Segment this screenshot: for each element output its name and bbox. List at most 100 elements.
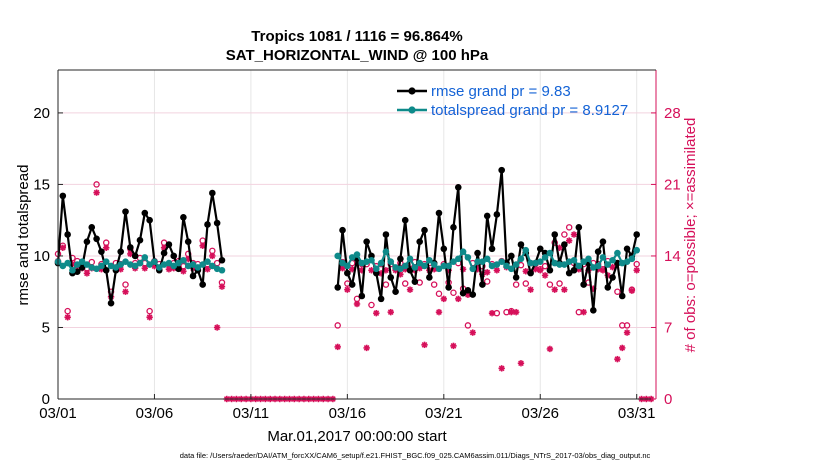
obs-assimilated-marker — [488, 309, 496, 317]
totalspread-point — [483, 255, 491, 263]
rmse-point — [469, 291, 477, 298]
rmse-point — [170, 252, 178, 260]
totalspread-point — [527, 259, 534, 267]
rmse-point — [189, 272, 197, 280]
obs-assimilated-stroke — [551, 286, 558, 293]
rmse-point — [565, 269, 573, 277]
rmse-point — [363, 238, 370, 245]
totalspread-point — [199, 261, 206, 268]
rmse-point — [64, 231, 71, 238]
rmse-point — [59, 192, 67, 200]
totalspread-point — [508, 265, 515, 273]
rmse-point — [377, 295, 385, 303]
rmse-point — [107, 299, 115, 307]
obs-assimilated-marker — [537, 267, 544, 274]
rmse-point — [204, 221, 211, 228]
obs-assimilated-marker — [527, 286, 534, 293]
rmse-point — [450, 224, 457, 231]
rmse-point — [102, 266, 110, 274]
totalspread-point — [344, 262, 351, 270]
rmse-point — [459, 289, 467, 297]
rmse-point — [435, 209, 443, 217]
totalspread-point — [522, 246, 530, 254]
rmse-point — [580, 281, 587, 288]
totalspread-point — [73, 261, 81, 268]
obs-possible-marker — [556, 280, 563, 287]
obs-assimilated-marker — [141, 265, 149, 272]
obs-assimilated-marker — [387, 308, 394, 316]
obs-assimilated-marker — [570, 231, 578, 238]
rmse-point — [406, 266, 414, 274]
obs-assimilated-stroke — [465, 291, 471, 298]
obs-assimilated-stroke — [547, 346, 553, 352]
obs-assimilated-stroke — [566, 237, 573, 244]
obs-assimilated-stroke — [609, 264, 616, 271]
obs-assimilated-marker — [455, 295, 462, 303]
rmse-point — [590, 307, 597, 314]
totalspread-point — [387, 258, 395, 265]
obs-assimilated-stroke — [493, 267, 500, 274]
obs-assimilated-stroke — [561, 286, 568, 293]
totalspread-point — [218, 266, 226, 274]
totalspread-point — [382, 248, 390, 255]
obs-assimilated-marker — [561, 286, 568, 293]
totalspread-point — [78, 258, 86, 265]
obs-assimilated-stroke — [508, 309, 515, 316]
rmse-point — [454, 183, 462, 191]
totalspread-point — [117, 261, 124, 268]
obs-assimilated-marker — [64, 314, 71, 321]
rmse-point — [599, 238, 607, 245]
totalspread-point — [98, 262, 105, 270]
rmse-point — [175, 265, 182, 273]
obs-assimilated-marker — [541, 272, 549, 279]
rmse-point — [213, 219, 221, 227]
obs-assimilated-marker — [165, 266, 173, 273]
y-axis-label: rmse and totalspread — [15, 165, 32, 306]
obs-assimilated-marker — [218, 283, 226, 290]
obs-assimilated-stroke — [489, 310, 495, 317]
totalspread-point — [180, 256, 187, 264]
totalspread-point — [585, 255, 592, 263]
rmse-point — [421, 226, 428, 234]
obs-assimilated-stroke — [180, 268, 187, 275]
obs-assimilated-stroke — [363, 345, 370, 351]
totalspread-point — [435, 265, 443, 273]
obs-assimilated-marker — [522, 268, 529, 275]
obs-assimilated-marker — [344, 286, 351, 293]
obs-possible-marker — [64, 307, 71, 315]
totalspread-point — [368, 256, 375, 264]
obs-assimilated-marker — [122, 288, 129, 295]
totalspread-point — [440, 262, 448, 270]
y-tick-label: 10 — [33, 248, 50, 265]
totalspread-point — [580, 258, 587, 265]
obs-assimilated-marker — [363, 344, 370, 352]
legend-rmse-label: rmse grand pr = 9.83 — [431, 83, 571, 100]
totalspread-point — [397, 265, 404, 273]
rmse-point — [426, 274, 433, 281]
obs-assimilated-marker — [609, 263, 616, 271]
totalspread-point — [348, 254, 356, 261]
obs-assimilated-stroke — [537, 267, 544, 274]
totalspread-point — [474, 258, 481, 265]
rmse-point — [209, 189, 216, 197]
obs-possible-marker — [633, 260, 640, 268]
rmse-point — [117, 248, 124, 255]
totalspread-point — [416, 259, 423, 267]
totalspread-point — [170, 262, 178, 270]
obs-assimilated-marker — [406, 286, 414, 293]
obs-assimilated-marker — [180, 268, 187, 275]
obs-assimilated-marker — [517, 360, 525, 367]
totalspread-point — [556, 261, 563, 268]
totalspread-point — [136, 259, 144, 267]
rmse-point — [551, 231, 559, 238]
rmse-point — [614, 259, 621, 267]
totalspread-point — [517, 255, 525, 263]
obs-assimilated-stroke — [450, 342, 457, 349]
obs-possible-marker — [522, 280, 530, 287]
y-tick-label: 15 — [33, 176, 50, 193]
obs-assimilated-stroke — [204, 266, 211, 273]
totalspread-point — [165, 259, 173, 267]
obs-assimilated-stroke — [349, 266, 356, 273]
obs-assimilated-marker — [484, 269, 491, 276]
totalspread-point — [406, 255, 414, 263]
